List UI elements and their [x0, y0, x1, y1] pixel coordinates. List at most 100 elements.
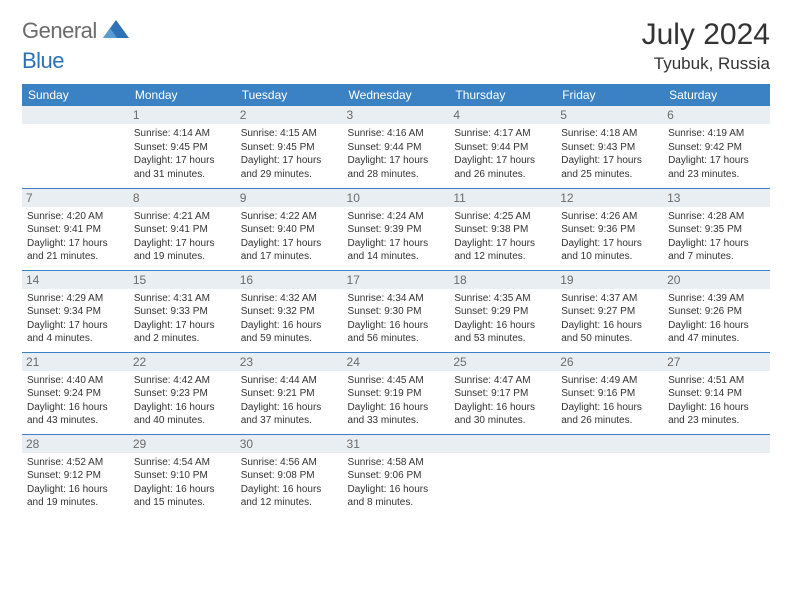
day-number: 7 — [22, 189, 129, 207]
daylight-text-2: and 23 minutes. — [668, 168, 765, 182]
day-details: Sunrise: 4:24 AMSunset: 9:39 PMDaylight:… — [348, 210, 445, 264]
sunset-text: Sunset: 9:08 PM — [241, 469, 338, 483]
day-number: 14 — [22, 271, 129, 289]
day-details: Sunrise: 4:14 AMSunset: 9:45 PMDaylight:… — [134, 127, 231, 181]
daylight-text-2: and 14 minutes. — [348, 250, 445, 264]
calendar-cell: 13Sunrise: 4:28 AMSunset: 9:35 PMDayligh… — [663, 188, 770, 270]
day-number: 31 — [343, 435, 450, 453]
sunset-text: Sunset: 9:42 PM — [668, 141, 765, 155]
day-details: Sunrise: 4:26 AMSunset: 9:36 PMDaylight:… — [561, 210, 658, 264]
sunrise-text: Sunrise: 4:40 AM — [27, 374, 124, 388]
daylight-text-2: and 2 minutes. — [134, 332, 231, 346]
day-details: Sunrise: 4:32 AMSunset: 9:32 PMDaylight:… — [241, 292, 338, 346]
day-number: 19 — [556, 271, 663, 289]
day-details: Sunrise: 4:52 AMSunset: 9:12 PMDaylight:… — [27, 456, 124, 510]
day-details: Sunrise: 4:15 AMSunset: 9:45 PMDaylight:… — [241, 127, 338, 181]
daylight-text-1: Daylight: 17 hours — [134, 154, 231, 168]
calendar-row: 28Sunrise: 4:52 AMSunset: 9:12 PMDayligh… — [22, 434, 770, 516]
daylight-text-2: and 23 minutes. — [668, 414, 765, 428]
day-details: Sunrise: 4:44 AMSunset: 9:21 PMDaylight:… — [241, 374, 338, 428]
daylight-text-2: and 19 minutes. — [134, 250, 231, 264]
sunrise-text: Sunrise: 4:58 AM — [348, 456, 445, 470]
sunset-text: Sunset: 9:23 PM — [134, 387, 231, 401]
daylight-text-1: Daylight: 17 hours — [134, 237, 231, 251]
calendar-cell: 27Sunrise: 4:51 AMSunset: 9:14 PMDayligh… — [663, 352, 770, 434]
sunrise-text: Sunrise: 4:20 AM — [27, 210, 124, 224]
daylight-text-2: and 40 minutes. — [134, 414, 231, 428]
sunset-text: Sunset: 9:35 PM — [668, 223, 765, 237]
daylight-text-1: Daylight: 16 hours — [561, 319, 658, 333]
daylight-text-2: and 43 minutes. — [27, 414, 124, 428]
calendar-cell — [449, 434, 556, 516]
day-number: 11 — [449, 189, 556, 207]
sunset-text: Sunset: 9:38 PM — [454, 223, 551, 237]
day-number: 20 — [663, 271, 770, 289]
daylight-text-2: and 25 minutes. — [561, 168, 658, 182]
daylight-text-2: and 26 minutes. — [454, 168, 551, 182]
day-number-empty — [449, 435, 556, 453]
calendar-cell: 3Sunrise: 4:16 AMSunset: 9:44 PMDaylight… — [343, 106, 450, 188]
daylight-text-1: Daylight: 17 hours — [348, 154, 445, 168]
daylight-text-1: Daylight: 17 hours — [561, 154, 658, 168]
daylight-text-1: Daylight: 16 hours — [454, 401, 551, 415]
sunrise-text: Sunrise: 4:32 AM — [241, 292, 338, 306]
sunrise-text: Sunrise: 4:18 AM — [561, 127, 658, 141]
sunset-text: Sunset: 9:30 PM — [348, 305, 445, 319]
sunset-text: Sunset: 9:34 PM — [27, 305, 124, 319]
calendar-cell: 14 Sunrise: 4:29 AMSunset: 9:34 PMDayligh… — [22, 270, 129, 352]
calendar-cell: 22Sunrise: 4:42 AMSunset: 9:23 PMDayligh… — [129, 352, 236, 434]
daylight-text-2: and 29 minutes. — [241, 168, 338, 182]
calendar-cell — [556, 434, 663, 516]
sunrise-text: Sunrise: 4:17 AM — [454, 127, 551, 141]
calendar-cell: 18Sunrise: 4:35 AMSunset: 9:29 PMDayligh… — [449, 270, 556, 352]
sunset-text: Sunset: 9:41 PM — [27, 223, 124, 237]
calendar-page: General July 2024 Tyubuk, Russia Blue Su… — [0, 0, 792, 534]
calendar-cell: 5Sunrise: 4:18 AMSunset: 9:43 PMDaylight… — [556, 106, 663, 188]
sunset-text: Sunset: 9:32 PM — [241, 305, 338, 319]
day-details: Sunrise: 4:51 AMSunset: 9:14 PMDaylight:… — [668, 374, 765, 428]
sunrise-text: Sunrise: 4:45 AM — [348, 374, 445, 388]
daylight-text-2: and 50 minutes. — [561, 332, 658, 346]
day-details: Sunrise: 4:58 AMSunset: 9:06 PMDaylight:… — [348, 456, 445, 510]
daylight-text-2: and 8 minutes. — [348, 496, 445, 510]
day-details: Sunrise: 4:45 AMSunset: 9:19 PMDaylight:… — [348, 374, 445, 428]
daylight-text-1: Daylight: 17 hours — [668, 154, 765, 168]
sunset-text: Sunset: 9:06 PM — [348, 469, 445, 483]
calendar-cell: 21Sunrise: 4:40 AMSunset: 9:24 PMDayligh… — [22, 352, 129, 434]
day-number: 4 — [449, 106, 556, 124]
daylight-text-1: Daylight: 16 hours — [27, 401, 124, 415]
sunset-text: Sunset: 9:27 PM — [561, 305, 658, 319]
sunset-text: Sunset: 9:10 PM — [134, 469, 231, 483]
sunrise-text: Sunrise: 4:19 AM — [668, 127, 765, 141]
calendar-cell: 17Sunrise: 4:34 AMSunset: 9:30 PMDayligh… — [343, 270, 450, 352]
weekday-header: Wednesday — [343, 84, 450, 106]
sunrise-text: Sunrise: 4:35 AM — [454, 292, 551, 306]
day-details: Sunrise: 4:29 AMSunset: 9:34 PMDaylight:… — [27, 292, 124, 346]
brand-part1: General — [22, 18, 97, 44]
daylight-text-2: and 12 minutes. — [241, 496, 338, 510]
sunset-text: Sunset: 9:41 PM — [134, 223, 231, 237]
sunset-text: Sunset: 9:21 PM — [241, 387, 338, 401]
day-number: 13 — [663, 189, 770, 207]
calendar-cell: 24Sunrise: 4:45 AMSunset: 9:19 PMDayligh… — [343, 352, 450, 434]
calendar-cell: 10Sunrise: 4:24 AMSunset: 9:39 PMDayligh… — [343, 188, 450, 270]
sunrise-text: Sunrise: 4:39 AM — [668, 292, 765, 306]
daylight-text-2: and 53 minutes. — [454, 332, 551, 346]
weekday-header: Thursday — [449, 84, 556, 106]
calendar-cell — [663, 434, 770, 516]
day-number: 21 — [22, 353, 129, 371]
daylight-text-1: Daylight: 16 hours — [27, 483, 124, 497]
month-title: July 2024 — [642, 18, 770, 52]
calendar-cell: 12Sunrise: 4:26 AMSunset: 9:36 PMDayligh… — [556, 188, 663, 270]
calendar-row: 7Sunrise: 4:20 AMSunset: 9:41 PMDaylight… — [22, 188, 770, 270]
daylight-text-1: Daylight: 17 hours — [454, 237, 551, 251]
daylight-text-2: and 47 minutes. — [668, 332, 765, 346]
calendar-row: 1Sunrise: 4:14 AMSunset: 9:45 PMDaylight… — [22, 106, 770, 188]
weekday-header: Sunday — [22, 84, 129, 106]
logo-triangle-icon — [103, 20, 129, 43]
day-details: Sunrise: 4:19 AMSunset: 9:42 PMDaylight:… — [668, 127, 765, 181]
day-details: Sunrise: 4:34 AMSunset: 9:30 PMDaylight:… — [348, 292, 445, 346]
sunrise-text: Sunrise: 4:26 AM — [561, 210, 658, 224]
day-details: Sunrise: 4:20 AMSunset: 9:41 PMDaylight:… — [27, 210, 124, 264]
daylight-text-1: Daylight: 16 hours — [348, 483, 445, 497]
